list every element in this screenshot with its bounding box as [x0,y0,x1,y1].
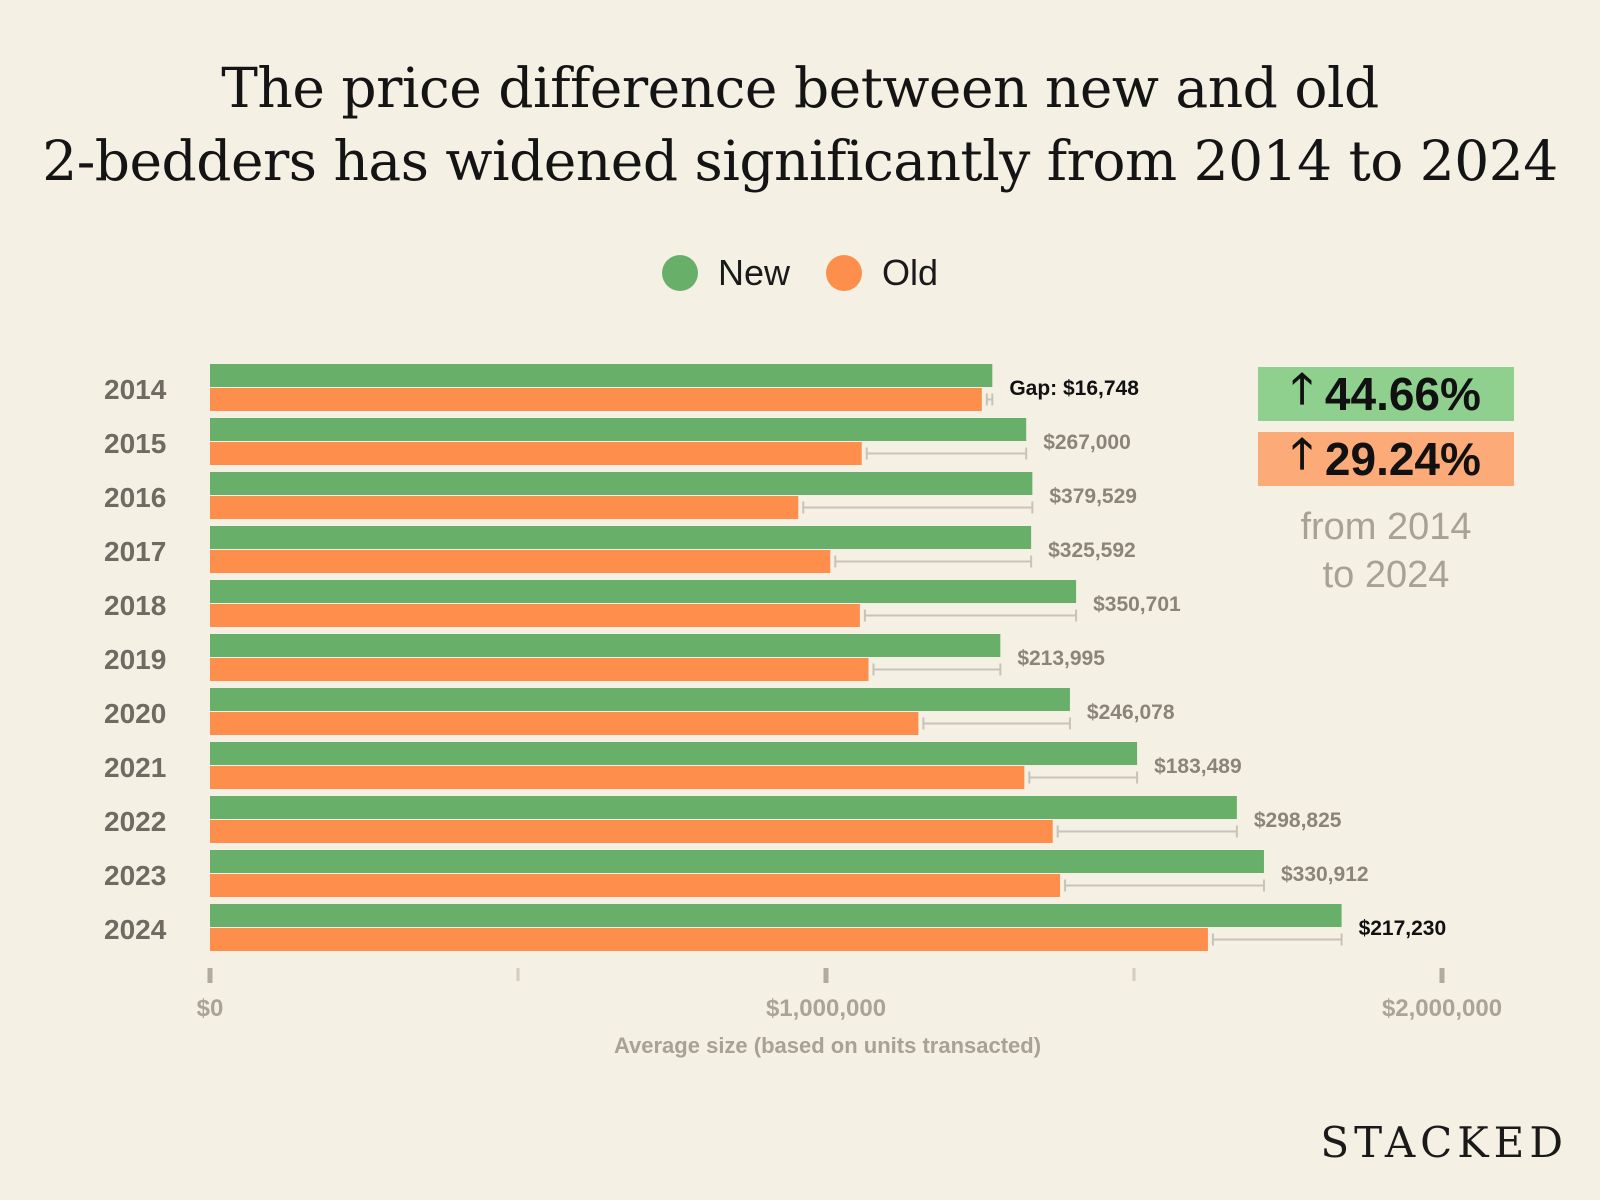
y-tick-label: 2015 [104,428,166,459]
y-tick-label: 2020 [104,698,166,729]
legend: New Old [0,252,1600,294]
bar-new-2019 [210,634,1001,657]
y-tick-label: 2018 [104,590,166,621]
gap-label: $330,912 [1281,863,1369,886]
bar-old-2019 [210,658,869,681]
x-tick-label: $0 [197,995,224,1022]
old-change-value: 29.24% [1324,433,1481,485]
y-tick-label: 2014 [104,374,167,405]
gap-label: $298,825 [1254,809,1342,832]
bar-new-2018 [210,580,1077,603]
old-change-badge: 🡑 29.24% [1258,430,1514,486]
gap-label: $217,230 [1359,917,1447,940]
bar-old-2020 [210,712,919,735]
y-tick-label: 2022 [104,806,166,837]
bar-old-2014 [210,388,982,411]
bar-new-2015 [210,418,1027,441]
brand-logo: STACKED [1320,1118,1568,1167]
gap-label: Gap: $16,748 [1009,377,1139,400]
legend-item-old: Old [826,252,938,294]
bar-old-2022 [210,820,1053,843]
x-axis-title: Average size (based on units transacted) [613,1033,1042,1058]
bar-old-2021 [210,766,1025,789]
bar-new-2023 [210,850,1264,873]
bar-old-2017 [210,550,831,573]
y-tick-label: 2016 [104,482,166,513]
bar-new-2022 [210,796,1237,819]
title-line-2: 2-bedders has widened significantly from… [42,129,1558,193]
up-arrow-icon: 🡑 [1291,364,1313,412]
gap-label: $379,529 [1049,485,1137,508]
bar-new-2014 [210,364,993,387]
period-note-line-2: to 2024 [1322,554,1450,596]
y-tick-label: 2019 [104,644,166,675]
bar-new-2024 [210,904,1342,927]
bar-old-2024 [210,928,1208,951]
y-tick-label: 2021 [104,752,166,783]
x-tick-label: $2,000,000 [1382,995,1502,1022]
period-note: from 2014 to 2024 [1258,503,1514,599]
gap-label: $267,000 [1043,431,1131,454]
legend-item-new: New [661,252,790,294]
bar-old-2015 [210,442,862,465]
gap-label: $325,592 [1048,539,1136,562]
y-tick-label: 2023 [104,860,166,891]
new-change-badge: 🡑 44.66% [1258,365,1514,421]
legend-label-new: New [717,252,790,293]
chart-title: The price difference between new and old… [0,52,1600,198]
legend-dot-new [661,255,698,291]
legend-label-old: Old [882,252,939,293]
bar-old-2018 [210,604,860,627]
x-tick-label: $1,000,000 [766,995,886,1022]
up-arrow-icon: 🡑 [1291,429,1313,477]
gap-label: $350,701 [1093,593,1181,616]
y-tick-label: 2024 [104,914,167,945]
bar-old-2023 [210,874,1061,897]
bar-new-2017 [210,526,1032,549]
bar-new-2021 [210,742,1138,765]
bar-old-2016 [210,496,799,519]
title-line-1: The price difference between new and old [221,56,1379,120]
gap-label: $183,489 [1154,755,1242,778]
legend-dot-old [826,255,862,291]
new-change-value: 44.66% [1324,368,1481,420]
gap-label: $246,078 [1087,701,1175,724]
gap-label: $213,995 [1017,647,1105,670]
bar-new-2020 [210,688,1070,711]
period-note-line-1: from 2014 [1300,506,1472,548]
y-tick-label: 2017 [104,536,166,567]
bar-new-2016 [210,472,1033,495]
